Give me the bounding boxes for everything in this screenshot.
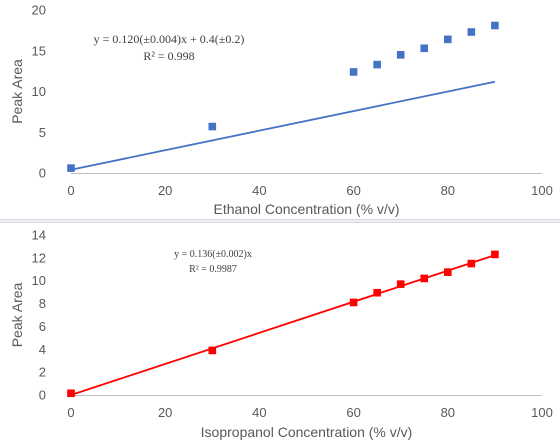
data-point — [444, 268, 452, 276]
y-tick-label: 20 — [32, 3, 46, 18]
isopropanol-chart-svg: 0 2 4 6 8 10 12 14 0 20 40 60 80 100 Isopropanol Conce… — [9, 228, 553, 441]
chart-divider — [0, 219, 560, 223]
y-tick-label: 2 — [39, 365, 46, 380]
y-tick-label: 6 — [39, 319, 46, 334]
x-tick-label: 80 — [441, 183, 455, 198]
data-point — [349, 68, 358, 76]
ethanol-calibration-chart: 0 5 10 15 20 0 20 40 60 80 100 Ethanol Concentratio… — [0, 0, 560, 218]
y-tick-label: 0 — [39, 388, 46, 403]
y-tick-label: 5 — [39, 125, 46, 140]
x-tick-label: 40 — [252, 405, 266, 420]
isopropanol-calibration-chart: 0 2 4 6 8 10 12 14 0 20 40 60 80 100 Isopropanol Conce… — [0, 224, 560, 442]
y-axis-title: Peak Area — [9, 282, 25, 347]
data-point — [444, 35, 452, 44]
data-point — [396, 280, 405, 288]
regression-equation: y = 0.120(±0.004)x + 0.4(±0.2) — [94, 32, 245, 46]
data-point — [420, 274, 429, 283]
y-tick-label: 8 — [39, 296, 46, 311]
r-squared-label: R² = 0.9987 — [189, 264, 237, 275]
x-tick-label: 60 — [346, 183, 360, 198]
r-squared-label: R² = 0.998 — [143, 49, 194, 63]
data-point — [208, 346, 217, 355]
x-axis-title: Ethanol Concentration (% v/v) — [214, 201, 400, 217]
y-tick-label: 15 — [32, 43, 46, 58]
data-point — [467, 28, 476, 36]
y-tick-label: 12 — [32, 250, 46, 265]
y-tick-label: 10 — [32, 84, 46, 99]
x-axis-title: Isopropanol Concentration (% v/v) — [201, 424, 413, 440]
x-tick-label: 100 — [531, 183, 553, 198]
y-tick-label: 14 — [32, 228, 46, 243]
data-point — [373, 288, 381, 297]
data-point — [349, 298, 358, 307]
data-point — [373, 60, 381, 69]
data-point — [491, 21, 499, 30]
data-point — [396, 51, 405, 59]
data-point — [420, 44, 429, 53]
x-tick-label: 0 — [67, 183, 74, 198]
trendline — [70, 80, 496, 171]
x-tick-label: 0 — [67, 405, 74, 420]
y-tick-label: 10 — [32, 273, 46, 288]
y-tick-label: 0 — [39, 166, 46, 181]
data-point — [467, 259, 476, 268]
y-axis-title: Peak Area — [9, 59, 25, 124]
data-point — [208, 122, 217, 131]
x-tick-label: 20 — [158, 405, 172, 420]
x-tick-label: 80 — [441, 405, 455, 420]
x-tick-label: 60 — [346, 405, 360, 420]
data-point — [491, 250, 499, 259]
ethanol-chart-svg: 0 5 10 15 20 0 20 40 60 80 100 Ethanol Concentratio… — [9, 3, 553, 218]
data-point — [67, 164, 75, 172]
x-tick-label: 100 — [531, 405, 553, 420]
data-point — [67, 389, 75, 398]
y-tick-label: 4 — [39, 342, 46, 357]
x-tick-label: 20 — [158, 183, 172, 198]
x-tick-label: 40 — [252, 183, 266, 198]
trendline — [70, 254, 496, 396]
regression-equation: y = 0.136(±0.002)x — [174, 249, 252, 260]
